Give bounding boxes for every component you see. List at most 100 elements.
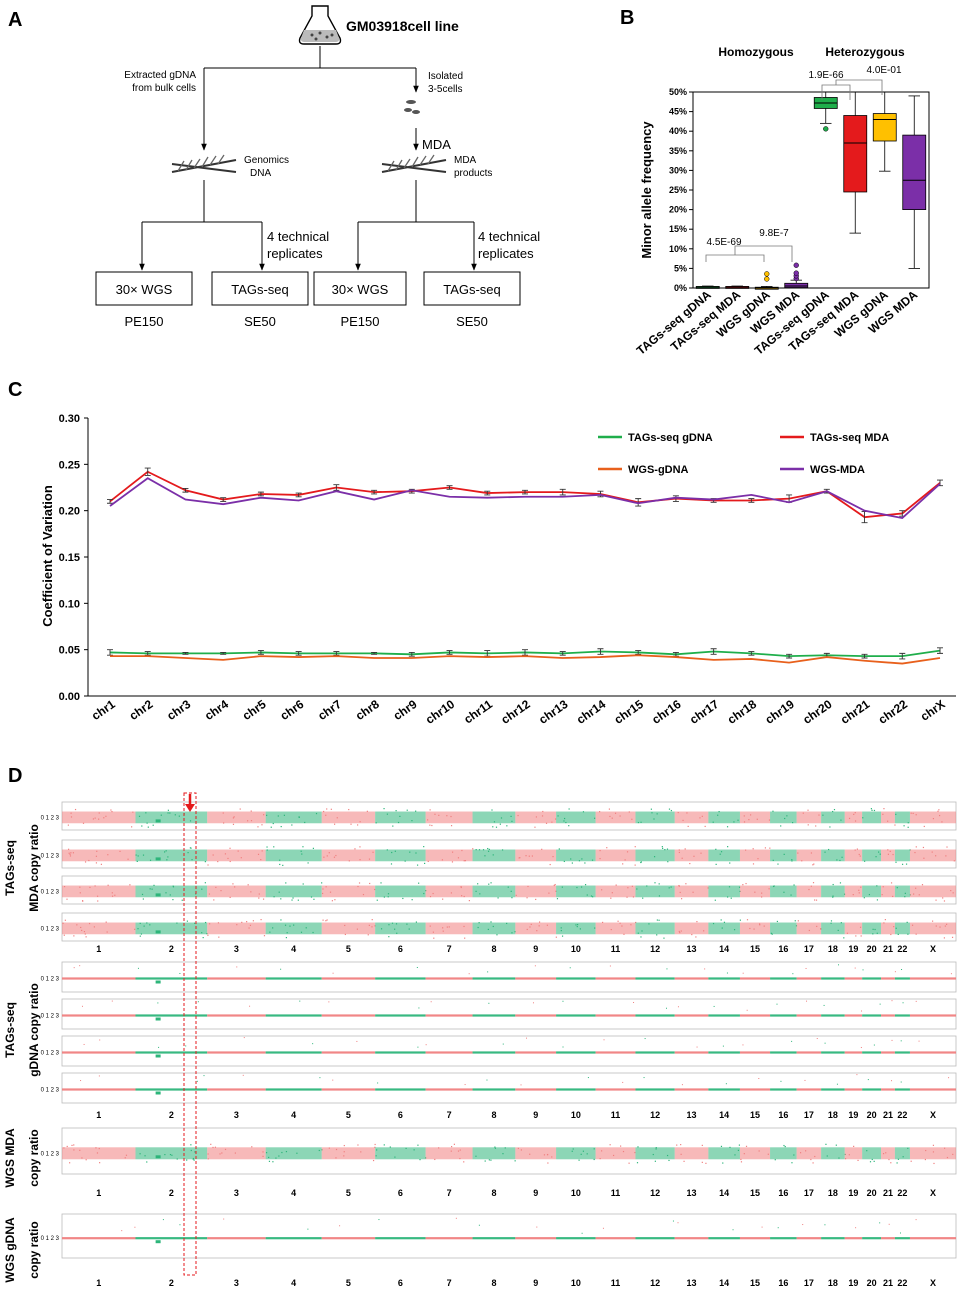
cnv-point <box>611 892 613 894</box>
cnv-point <box>663 937 665 939</box>
cnv-point <box>415 921 417 923</box>
cnv-segment <box>739 849 771 862</box>
mda-products-line2: products <box>454 168 492 179</box>
cnv-point <box>84 861 87 863</box>
line-chart-y-tick-label: 0.20 <box>59 506 80 518</box>
cnv-point <box>83 931 86 933</box>
cnv-point <box>742 884 744 886</box>
cnv-point <box>945 855 947 857</box>
cnv-point <box>653 818 655 820</box>
cnv-point <box>506 922 508 925</box>
cnv-point <box>348 860 350 862</box>
cnv-point <box>883 808 885 810</box>
cnv-point <box>599 811 601 813</box>
cnv-point <box>727 846 729 848</box>
cnv-point <box>201 932 203 934</box>
cnv-segment <box>894 885 910 898</box>
cnv-point <box>776 1003 778 1005</box>
cnv-point <box>826 1155 828 1157</box>
cnv-segment <box>62 1088 136 1091</box>
cnv-point <box>563 817 566 820</box>
cnv-segment <box>674 922 709 935</box>
cnv-point <box>546 924 548 926</box>
cnv-point <box>203 1075 205 1077</box>
cnv-point <box>646 885 648 887</box>
cnv-segment <box>708 1147 740 1160</box>
cnv-point <box>457 1150 460 1152</box>
cnv-point <box>335 1157 337 1159</box>
cnv-point <box>621 925 623 927</box>
cnv-point <box>562 1000 564 1002</box>
cnv-point <box>134 928 136 930</box>
cnv-point <box>902 1156 904 1158</box>
error-bar <box>182 487 189 493</box>
cnv-point <box>828 848 830 851</box>
cnv-point <box>479 893 481 895</box>
cnv-segment <box>708 811 740 824</box>
chromosome-label: 20 <box>867 1278 877 1288</box>
cnv-point <box>904 892 906 894</box>
cnv-segment <box>635 1237 675 1240</box>
cnv-point <box>243 1037 245 1039</box>
cnv-track <box>61 1072 957 1104</box>
cnv-point <box>394 1156 396 1158</box>
cnv-point <box>511 820 513 822</box>
cnv-segment <box>739 885 771 898</box>
cnv-point <box>300 850 302 852</box>
cnv-point <box>777 863 779 865</box>
cnv-point <box>83 1043 85 1045</box>
cnv-point <box>667 861 669 863</box>
cnv-point <box>312 847 315 849</box>
cnv-segment <box>708 885 740 898</box>
cnv-point <box>330 808 332 810</box>
cnv-point <box>742 972 744 974</box>
cnv-point <box>423 846 425 848</box>
chromosome-label: 21 <box>883 1188 893 1198</box>
boxplot-y-tick-label: 5% <box>674 263 687 273</box>
chromosome-label: 15 <box>750 1188 760 1198</box>
cnv-segment <box>595 849 636 862</box>
cnv-point <box>729 1146 731 1149</box>
cnv-point <box>172 885 174 887</box>
cnv-point <box>854 849 856 851</box>
cnv-point <box>640 821 642 823</box>
cnv-point <box>427 819 429 821</box>
cnv-point <box>229 847 231 849</box>
cnv-point <box>584 862 586 864</box>
cnv-point <box>500 817 503 819</box>
method-box-3-label: 30× WGS <box>332 282 389 297</box>
cnv-point <box>932 818 935 820</box>
cnv-segment <box>674 977 709 980</box>
cnv-point <box>941 821 943 823</box>
cnv-segment <box>556 1147 596 1160</box>
cnv-point <box>279 859 281 861</box>
cnv-point <box>212 854 214 856</box>
cnv-point <box>310 896 313 898</box>
cnv-point <box>793 884 795 886</box>
cnv-segment <box>135 977 208 980</box>
cnv-point <box>780 1080 782 1082</box>
cnv-segment <box>425 885 473 898</box>
cnv-point <box>64 919 66 921</box>
cnv-point <box>460 886 462 889</box>
cnv-point <box>891 1080 893 1082</box>
cnv-point <box>272 927 274 929</box>
cnv-segment <box>881 1014 895 1017</box>
chromosome-label: 6 <box>398 1110 403 1120</box>
cnv-point <box>552 855 554 858</box>
cnv-point <box>599 849 601 852</box>
cnv-point <box>176 1158 178 1160</box>
cnv-segment <box>635 1147 675 1160</box>
cnv-point <box>388 924 390 926</box>
cnv-point <box>918 894 920 896</box>
cnv-point <box>263 935 266 937</box>
cnv-point <box>415 852 417 854</box>
cnv-point <box>494 1147 497 1149</box>
cnv-point <box>280 968 282 970</box>
cnv-point <box>684 848 686 850</box>
genomics-dna-line2: DNA <box>250 168 271 179</box>
cnv-segment <box>556 922 596 935</box>
cnv-point <box>151 888 153 890</box>
cnv-point <box>137 928 139 930</box>
cnv-point <box>668 887 670 889</box>
